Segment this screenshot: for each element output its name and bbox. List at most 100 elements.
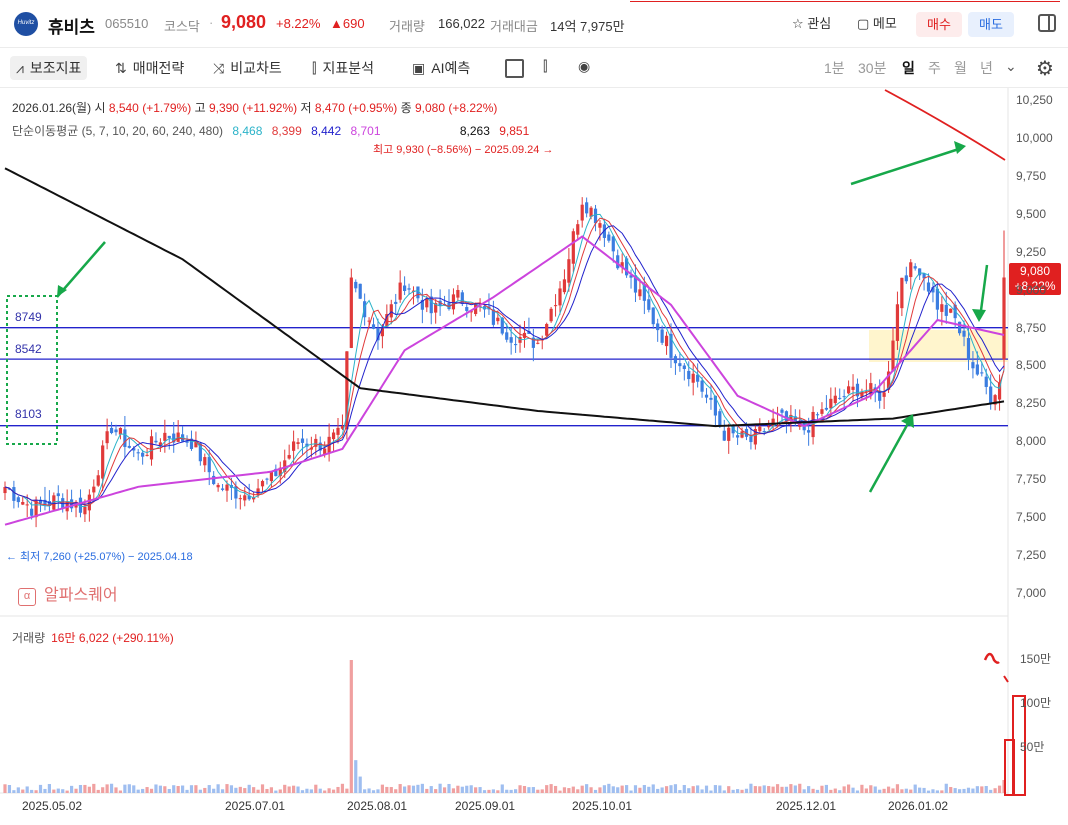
volume-bar — [487, 789, 491, 793]
candle-body — [616, 255, 620, 269]
x-axis-tick: 2026.01.02 — [888, 799, 949, 813]
ma-value-10: 8,442 — [311, 124, 342, 138]
candle-body — [949, 308, 953, 313]
volume-bar — [749, 783, 753, 793]
candle-body — [567, 259, 571, 283]
volume-bar — [571, 786, 575, 793]
tf-dropdown-chevron-icon[interactable]: ⌄ — [1005, 58, 1017, 74]
candle-body — [713, 395, 717, 416]
ma-line-20 — [4, 235, 1005, 526]
level-label-8749: 8749 — [15, 310, 42, 324]
open-label: 시 — [94, 101, 106, 115]
compare-label: 비교차트 — [230, 60, 282, 76]
candle-body — [811, 411, 815, 438]
memo-button[interactable]: ▢ 메모 — [857, 16, 897, 31]
volume-bar — [700, 789, 704, 793]
volume-bar — [500, 784, 504, 793]
analysis-button[interactable]: ⫿ 지표분석 — [312, 58, 374, 78]
annotation-red-curve — [884, 89, 1006, 161]
stock-name: 휴비츠 — [48, 18, 95, 37]
volume-bar — [585, 784, 589, 793]
volume-bar — [269, 787, 273, 793]
volume-bar — [167, 788, 171, 793]
volume-bar — [704, 785, 709, 793]
annotation-red-scribble — [983, 652, 1000, 664]
candle-body — [389, 304, 393, 318]
volume-bar — [811, 788, 815, 793]
candle-body — [118, 427, 123, 435]
volume-bar — [434, 789, 438, 793]
volume-bar — [687, 788, 691, 793]
annotation-arrow-4-head — [901, 414, 914, 428]
compare-button[interactable]: ⤨ 비교차트 — [213, 58, 282, 78]
volume-bar — [838, 790, 842, 793]
volume-bar — [793, 785, 797, 793]
volume-bar — [789, 784, 793, 793]
volume-bar — [620, 785, 624, 793]
volume-bar — [149, 788, 154, 793]
ma-info: 단순이동평균 (5, 7, 10, 20, 60, 240, 480) 8,46… — [12, 122, 529, 139]
open-value: 8,540 (+1.79%) — [108, 101, 192, 115]
candle-body — [252, 497, 256, 500]
draw-box-icon[interactable] — [505, 59, 524, 78]
amount-value: 14억 7,975만 — [550, 19, 625, 34]
screenshot-button[interactable]: ◉ — [578, 58, 596, 75]
volume-bar — [132, 785, 136, 793]
tf-week[interactable]: 주 — [928, 60, 941, 76]
volume-bar — [265, 788, 269, 793]
volume-bar — [305, 788, 309, 793]
candle-body — [407, 288, 411, 290]
favorite-button[interactable]: ☆ 관심 — [792, 16, 832, 31]
side-panel-icon[interactable] — [1038, 14, 1056, 32]
candle-body — [900, 277, 904, 309]
indicator-icon: ⩘ — [16, 60, 24, 76]
candle-body — [354, 281, 358, 289]
market-name: 코스닥 — [164, 19, 200, 34]
volume-bar — [145, 787, 149, 793]
annotation-red-tick — [1003, 675, 1009, 683]
candle-body — [394, 301, 398, 304]
tf-year[interactable]: 년 — [980, 60, 993, 76]
sell-button[interactable]: 매도 — [968, 12, 1014, 37]
volume-value: 166,022 — [438, 16, 485, 31]
candle-type-button[interactable]: ⫿ — [543, 58, 553, 75]
price-chart[interactable] — [0, 88, 1068, 825]
candle-body — [425, 298, 429, 308]
candle-body — [815, 414, 820, 416]
candle-body — [456, 289, 460, 298]
y-axis-tick: 8,250 — [1016, 396, 1047, 411]
tf-30min[interactable]: 30분 — [858, 60, 887, 76]
buy-button[interactable]: 매수 — [916, 12, 962, 37]
candle-body — [860, 391, 864, 397]
ai-chip-icon: ▣ — [412, 60, 426, 76]
current-price: 9,080 — [221, 12, 267, 32]
ai-predict-button[interactable]: ▣ AI예측 — [412, 58, 470, 78]
candle-body — [198, 443, 202, 462]
volume-bar — [491, 789, 495, 793]
tf-month[interactable]: 월 — [954, 60, 967, 76]
volume-bar — [886, 786, 891, 793]
volume-bar — [65, 790, 69, 793]
volume-bar — [638, 787, 642, 793]
candle-body — [962, 330, 966, 337]
volume-bar — [274, 790, 278, 793]
candle-body — [562, 279, 567, 293]
volume-bar — [993, 788, 997, 793]
candle-body — [243, 495, 247, 501]
volume-bar — [860, 784, 864, 793]
volume-bar — [247, 784, 251, 793]
volume-bar — [904, 788, 908, 793]
indicators-button[interactable]: ⩘ 보조지표 — [10, 56, 88, 80]
ma-label: 단순이동평균 (5, 7, 10, 20, 60, 240, 480) — [12, 124, 224, 138]
volume-bar — [225, 784, 229, 793]
volume-info: 거래량 16만 6,022 (+290.11%) — [12, 629, 174, 646]
tf-day[interactable]: 일 — [902, 60, 915, 76]
volume-bar — [181, 785, 185, 793]
candle-body — [212, 475, 216, 485]
volume-bar — [327, 788, 331, 793]
volume-bar — [256, 789, 260, 793]
tf-1min[interactable]: 1분 — [824, 60, 845, 76]
high-label: 고 — [194, 101, 206, 115]
strategy-button[interactable]: ⇅ 매매전략 — [115, 58, 184, 78]
settings-gear-icon[interactable]: ⚙ — [1036, 58, 1054, 80]
